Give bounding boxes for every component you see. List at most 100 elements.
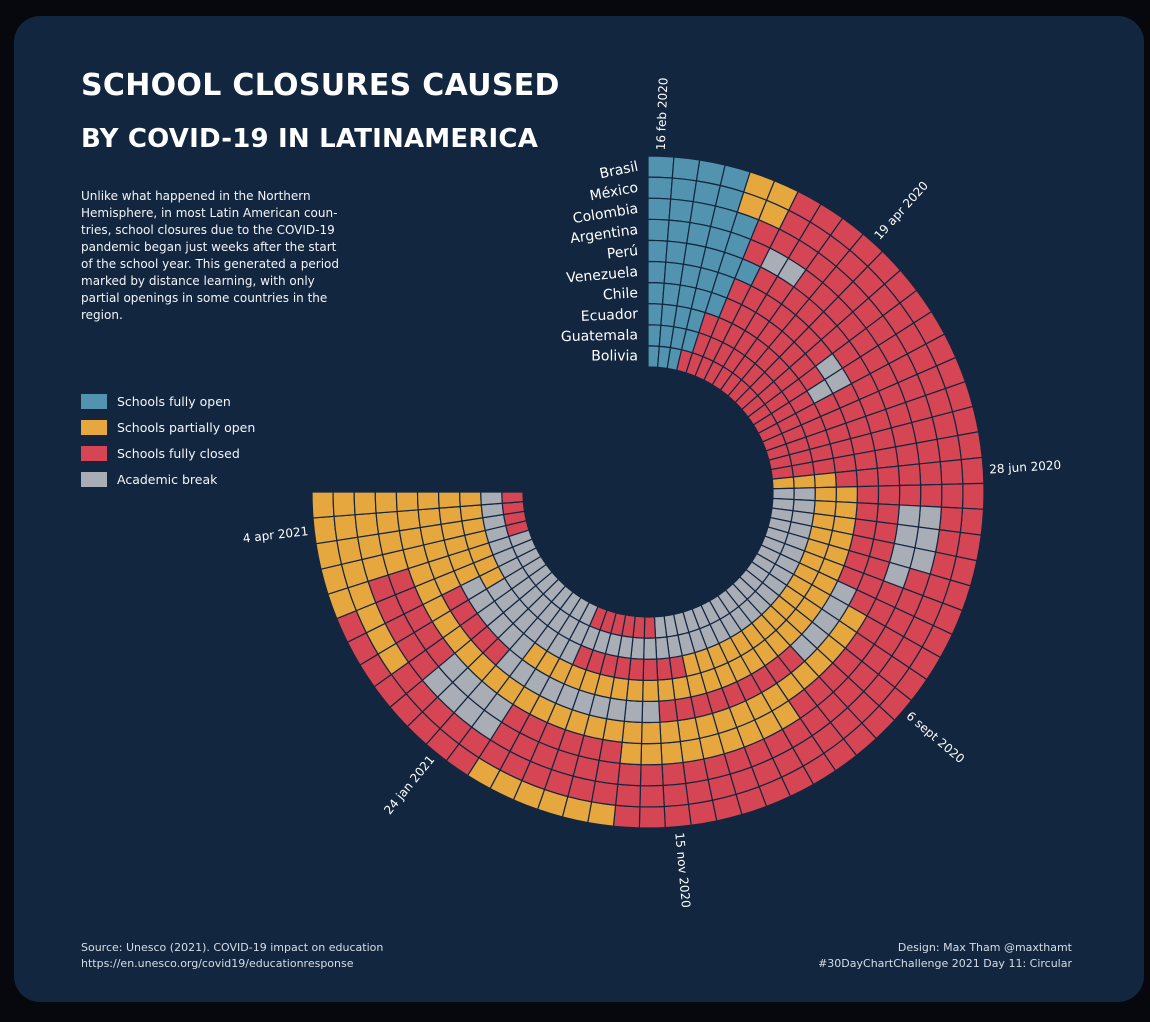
heatmap-cell xyxy=(643,637,658,660)
heatmap-cell xyxy=(959,507,985,536)
heatmap-cell xyxy=(679,737,705,764)
date-label: 28 jun 2020 xyxy=(989,458,1062,477)
legend-item-closed: Schools fully closed xyxy=(81,440,255,466)
legend-label-partial: Schools partially open xyxy=(117,419,256,435)
heatmap-cell xyxy=(666,219,691,245)
source-note: Source: Unesco (2021). COVID-19 impact o… xyxy=(81,940,383,972)
title-line-2: BY COVID-19 IN LATINAMERICA xyxy=(81,124,539,154)
title-line-1: SCHOOL CLOSURES CAUSED xyxy=(81,68,560,103)
heatmap-cell xyxy=(834,469,858,488)
heatmap-cell xyxy=(876,465,901,487)
heatmap-cell xyxy=(625,678,644,702)
heatmap-cell xyxy=(647,239,669,263)
heatmap-cell xyxy=(647,197,672,221)
heatmap-cell xyxy=(641,700,661,724)
legend-item-break: Academic break xyxy=(81,466,255,492)
heatmap-cell xyxy=(647,218,670,242)
heatmap-cell xyxy=(832,453,857,474)
heatmap-cell xyxy=(311,491,335,519)
credit-line-2: #30DayChartChallenge 2021 Day 11: Circul… xyxy=(818,957,1072,970)
heatmap-cell xyxy=(643,616,657,639)
heatmap-cell xyxy=(658,698,679,723)
heatmap-cell xyxy=(332,491,356,517)
heatmap-cell xyxy=(438,505,463,525)
legend-label-break: Academic break xyxy=(117,471,218,487)
heatmap-cell xyxy=(480,502,505,519)
heatmap-cell xyxy=(671,156,701,182)
heatmap-cell xyxy=(894,442,920,467)
legend-item-partial: Schools partially open xyxy=(81,414,255,440)
heatmap-cell xyxy=(771,476,795,490)
heatmap-cell xyxy=(642,658,659,681)
heatmap-cell xyxy=(662,782,690,808)
heatmap-cell xyxy=(612,804,641,829)
heatmap-cell xyxy=(647,155,675,179)
heatmap-cell xyxy=(960,456,985,485)
heatmap-cell xyxy=(792,474,816,489)
date-label: 16 feb 2020 xyxy=(654,77,671,150)
heatmap-cell xyxy=(793,487,816,502)
credit-line-1: Design: Max Tham @maxthamt xyxy=(897,941,1072,954)
heatmap-cell xyxy=(915,438,941,465)
heatmap-cell xyxy=(855,467,880,488)
heatmap-cell xyxy=(480,491,503,506)
heatmap-cell xyxy=(638,805,666,829)
legend-label-open: Schools fully open xyxy=(117,393,231,409)
heatmap-cell xyxy=(814,486,837,503)
heatmap-cell xyxy=(353,491,377,516)
country-label: Guatemala xyxy=(561,327,638,345)
heatmap-cell xyxy=(919,483,943,508)
date-label: 6 sept 2020 xyxy=(904,709,968,766)
heatmap-cell xyxy=(877,484,901,506)
description: Unlike what happened in the Northern Hem… xyxy=(81,189,339,322)
heatmap-cell xyxy=(897,463,922,487)
heatmap-cell xyxy=(813,471,837,489)
heatmap-cell xyxy=(617,762,642,787)
heatmap-cell xyxy=(501,491,525,504)
heatmap-cell xyxy=(640,742,663,766)
heatmap-cell xyxy=(639,763,664,787)
date-label: 15 nov 2020 xyxy=(672,832,693,908)
heatmap-cell xyxy=(647,303,664,326)
date-label: 4 apr 2021 xyxy=(242,524,309,546)
heatmap-cell xyxy=(896,504,921,528)
heatmap-cell xyxy=(663,803,692,829)
legend-swatch-partial xyxy=(81,419,107,435)
legend-swatch-break xyxy=(81,471,107,487)
heatmap-cell xyxy=(917,505,943,531)
date-label: 19 apr 2020 xyxy=(871,179,931,243)
heatmap-cell xyxy=(619,741,643,766)
heatmap-cell xyxy=(670,177,698,203)
heatmap-cell xyxy=(647,281,665,305)
heatmap-cell xyxy=(898,484,922,507)
heatmap-cell xyxy=(875,503,900,525)
heatmap-cell xyxy=(654,636,671,660)
heatmap-cell xyxy=(417,507,442,529)
heatmap-cell xyxy=(940,483,964,509)
chart-card: Brasil México Colombia Argentina Perú Venezue… xyxy=(14,16,1144,1002)
credit-note: Design: Max Tham @maxthamt #30DayChartCh… xyxy=(818,940,1072,972)
heatmap-cell xyxy=(957,431,983,461)
heatmap-cell xyxy=(647,260,667,284)
country-label: Chile xyxy=(602,285,638,303)
heatmap-cell xyxy=(659,719,681,744)
heatmap-cells xyxy=(311,155,985,829)
radial-heatmap-chart: BrasilMéxicoColombiaArgentinaPerúVenezue… xyxy=(242,77,1062,908)
heatmap-cell xyxy=(374,491,398,514)
source-line-1: Source: Unesco (2021). COVID-19 impact o… xyxy=(81,941,384,954)
heatmap-cell xyxy=(655,657,673,681)
heatmap-cell xyxy=(682,758,709,785)
heatmap-cell xyxy=(647,176,673,200)
legend-label-closed: Schools fully closed xyxy=(117,445,240,461)
heatmap-cell xyxy=(657,678,676,702)
heatmap-cell xyxy=(395,491,419,513)
heatmap-cell xyxy=(639,784,665,808)
heatmap-cell xyxy=(653,615,668,639)
source-url[interactable]: https://en.unesco.org/covid19/educationr… xyxy=(81,957,354,970)
heatmap-cell xyxy=(623,699,644,724)
date-label: 24 jan 2021 xyxy=(381,753,437,817)
heatmap-cell xyxy=(853,449,878,472)
heatmap-cell xyxy=(375,510,401,535)
heatmap-cell xyxy=(333,514,359,542)
heatmap-cell xyxy=(354,512,380,538)
